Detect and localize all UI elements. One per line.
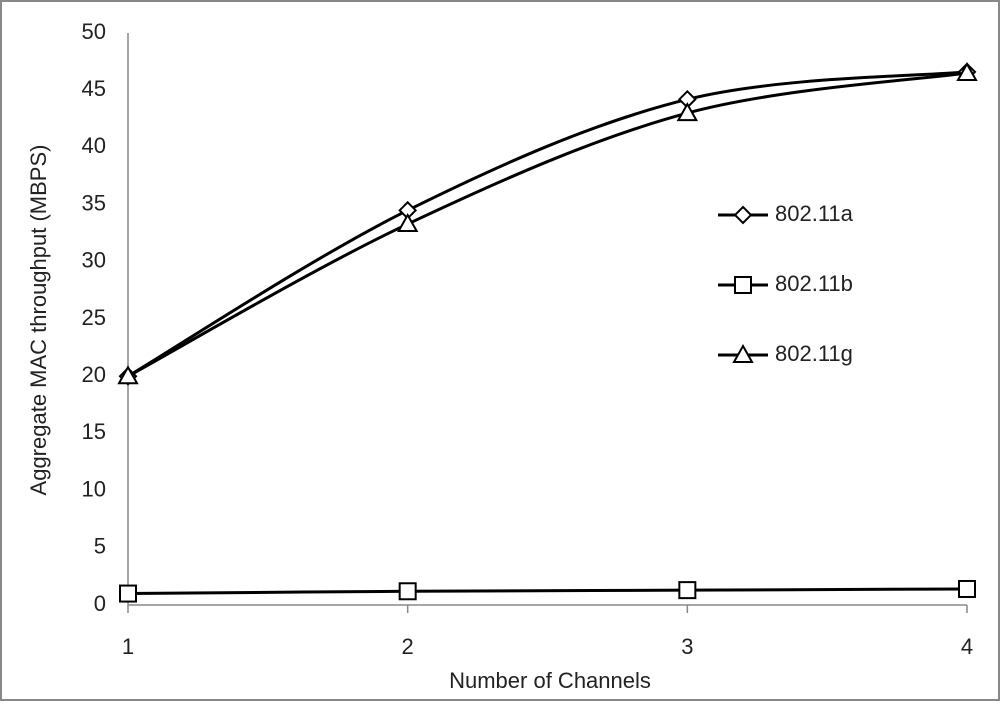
y-tick-label: 35 xyxy=(82,190,106,215)
x-tick-label: 3 xyxy=(681,634,693,659)
data-point xyxy=(956,62,978,82)
y-tick-label: 30 xyxy=(82,248,106,273)
series-line xyxy=(127,71,968,378)
data-point xyxy=(958,579,976,598)
data-point xyxy=(398,582,417,601)
x-axis-label: Number of Channels xyxy=(449,668,651,693)
data-point xyxy=(396,213,419,233)
x-tick-label: 2 xyxy=(402,634,414,659)
y-tick-label: 20 xyxy=(82,362,106,387)
data-point xyxy=(678,581,697,600)
legend-marker xyxy=(732,343,754,363)
legend-marker xyxy=(734,276,752,294)
y-tick-label: 40 xyxy=(82,133,106,158)
series-line xyxy=(127,587,968,596)
x-tick-label: 4 xyxy=(961,634,973,659)
y-tick-label: 45 xyxy=(82,76,106,101)
y-tick-label: 5 xyxy=(94,534,106,559)
legend-marker xyxy=(733,205,753,225)
y-tick-label: 15 xyxy=(82,419,106,444)
series-line xyxy=(127,70,968,378)
y-tick-label: 25 xyxy=(82,305,106,330)
x-tick-label: 1 xyxy=(122,634,134,659)
data-point xyxy=(119,584,137,603)
legend-label: 802.11a xyxy=(775,201,854,226)
y-axis-label: Aggregate MAC throughput (MBPS) xyxy=(26,145,51,496)
legend-label: 802.11b xyxy=(775,271,853,296)
legend-label: 802.11g xyxy=(775,341,853,366)
data-point xyxy=(676,102,699,122)
data-point xyxy=(117,365,139,385)
y-tick-label: 10 xyxy=(82,476,106,501)
y-tick-label: 0 xyxy=(94,591,106,616)
y-tick-label: 50 xyxy=(82,19,106,44)
